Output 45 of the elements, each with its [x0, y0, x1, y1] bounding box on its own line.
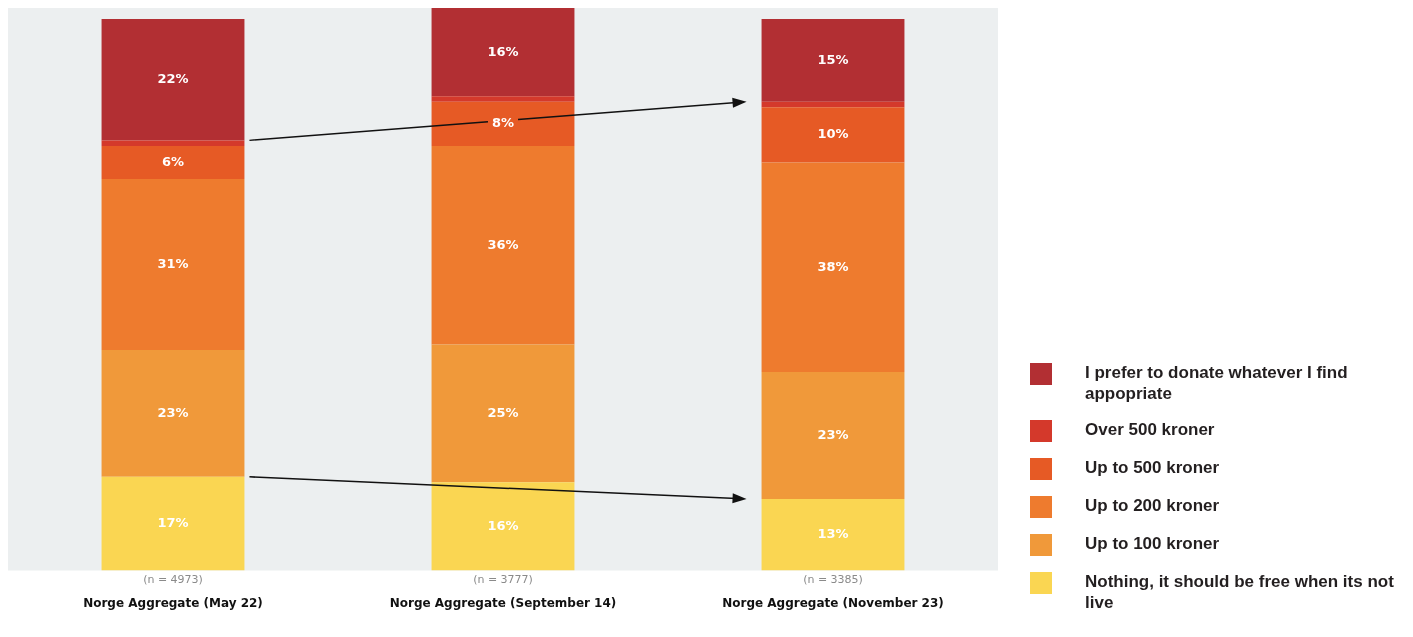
bar [101, 145, 245, 179]
data-label: 8% [491, 115, 515, 131]
bar [101, 140, 245, 146]
data-label: 16% [487, 517, 519, 533]
text: (n = 4973) [143, 573, 203, 587]
data-label: 23% [157, 404, 189, 420]
bar [761, 162, 905, 373]
legend-label: Up to 200 kroner [1085, 495, 1220, 516]
data-label: 36% [487, 236, 519, 252]
text: (n = 3385) [803, 573, 863, 587]
bar [761, 498, 905, 571]
data-label: 10% [817, 126, 849, 142]
bar [431, 101, 575, 146]
data-label: 16% [487, 43, 519, 59]
data-label: 23% [817, 426, 849, 442]
bar [761, 101, 905, 108]
bar [761, 19, 905, 102]
text: (n = 3777) [473, 573, 533, 587]
legend-label: Up to 500 kroner [1085, 457, 1220, 478]
legend-label: I prefer to donate whatever I find appopriate [1085, 362, 1349, 404]
bar [431, 482, 575, 571]
data-label: 22% [157, 71, 189, 87]
x-tick-label: Norge Aggregate (September 14) [389, 595, 617, 610]
bar [101, 476, 245, 571]
data-label: 13% [817, 526, 849, 542]
data-label: 31% [157, 255, 189, 271]
bar [431, 96, 575, 102]
legend-label: Over 500 kroner [1085, 419, 1215, 440]
legend-label: Nothing, it should be free when its not live [1085, 571, 1395, 613]
bar [761, 107, 905, 163]
bar [101, 349, 245, 477]
bar [431, 8, 575, 97]
bar [761, 372, 905, 499]
bar [431, 344, 575, 483]
legend-label: Up to 100 kroner [1085, 533, 1220, 554]
bar [101, 178, 245, 350]
bar [431, 145, 575, 345]
data-label: 6% [161, 153, 185, 169]
data-label: 17% [157, 515, 189, 531]
x-tick-label: Norge Aggregate (May 22) [83, 595, 263, 610]
data-label: 38% [817, 258, 849, 274]
data-label: 25% [487, 404, 519, 420]
x-tick-label: Norge Aggregate (November 23) [722, 595, 944, 610]
bar [101, 19, 245, 141]
data-label: 15% [817, 51, 849, 67]
